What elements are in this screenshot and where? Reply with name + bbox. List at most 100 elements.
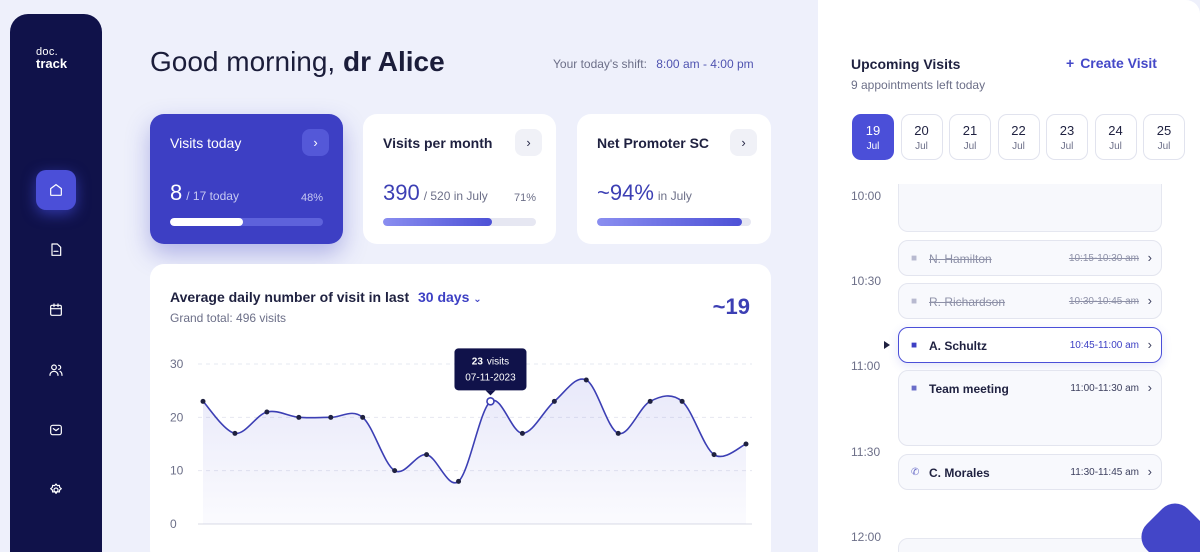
appointment-item[interactable]: ■ Team meeting 11:00-11:30 am ›	[898, 370, 1162, 446]
stat-sub: / 520 in July	[423, 189, 488, 203]
data-point	[519, 430, 525, 436]
data-point	[328, 414, 334, 420]
create-visit-label: Create Visit	[1080, 55, 1157, 71]
progress-fill	[597, 218, 742, 226]
floating-action-button[interactable]	[1133, 495, 1200, 552]
appointment-name: R. Richardson	[929, 295, 1006, 309]
progress-bar	[383, 218, 536, 226]
data-point	[647, 398, 653, 404]
stat-title: Visits per month	[383, 135, 493, 151]
date-month: Jul	[1157, 141, 1171, 152]
stat-value-row: 8/ 17 today	[170, 180, 239, 206]
chevron-right-icon: ›	[1147, 464, 1152, 479]
calendar-icon	[50, 303, 62, 316]
highlighted-data-point	[486, 397, 495, 406]
date-day: 22	[1011, 123, 1026, 138]
time-label: 10:00	[851, 189, 882, 203]
greeting-text: Good morning,	[150, 46, 336, 77]
date-chip[interactable]: 24 Jul	[1094, 114, 1137, 160]
stat-sub: in July	[657, 189, 692, 203]
line-chart: 0 10 20 30 23 visits 07-11-2023	[170, 348, 752, 531]
sidebar-item-documents[interactable]	[36, 230, 76, 270]
stat-card-nps[interactable]: Net Promoter SC › ~94% in July	[577, 114, 771, 244]
panel-subtitle: 9 appointments left today	[851, 78, 986, 92]
panel-title: Upcoming Visits	[851, 56, 961, 72]
data-point	[583, 377, 589, 383]
appointment-item[interactable]: ✆ C. Morales 11:30-11:45 am ›	[898, 454, 1162, 490]
y-tick-label: 20	[170, 410, 184, 424]
date-month: Jul	[1060, 141, 1074, 152]
stat-sub: / 17 today	[186, 189, 239, 203]
sidebar: doc. track	[10, 14, 102, 552]
date-day: 25	[1156, 123, 1172, 138]
home-icon	[50, 184, 62, 196]
page-title: Good morning, dr Alice	[150, 46, 445, 78]
sidebar-item-home[interactable]	[36, 170, 76, 210]
stat-title: Net Promoter SC	[597, 135, 710, 151]
date-chip[interactable]: 23 Jul	[1046, 114, 1088, 160]
sidebar-item-calendar[interactable]	[36, 290, 76, 330]
appointment-name: C. Morales	[929, 466, 990, 480]
date-month: Jul	[866, 141, 880, 152]
sidebar-item-patients[interactable]	[36, 350, 76, 390]
data-point	[424, 452, 430, 458]
doctor-name: dr Alice	[343, 46, 445, 77]
empty-slot[interactable]	[898, 538, 1162, 552]
tooltip-value: 23 visits	[472, 356, 509, 367]
data-point	[232, 430, 238, 436]
stat-value: ~94%	[597, 180, 654, 205]
y-tick-label: 10	[170, 464, 184, 478]
upcoming-visits-panel: Upcoming Visits 9 appointments left toda…	[818, 0, 1200, 552]
tooltip-pointer	[485, 390, 496, 396]
y-tick-label: 30	[170, 357, 184, 371]
data-point	[392, 468, 398, 474]
chevron-right-icon: ›	[1147, 293, 1152, 308]
document-icon	[51, 243, 62, 256]
appointment-time: 11:00-11:30 am	[1070, 383, 1139, 394]
chevron-right-icon[interactable]: ›	[515, 129, 542, 156]
date-day: 21	[962, 123, 978, 138]
date-chip[interactable]: 25 Jul	[1143, 114, 1185, 160]
app-logo[interactable]: doc. track	[36, 46, 67, 70]
stat-value: 390	[383, 180, 420, 205]
logo-text-line1: doc.	[36, 46, 58, 58]
stat-card-visits-today[interactable]: Visits today › 8/ 17 today 48%	[150, 114, 343, 244]
time-label: 10:30	[851, 274, 882, 288]
tooltip-date: 07-11-2023	[465, 372, 516, 383]
sidebar-item-settings[interactable]	[36, 470, 76, 510]
data-point	[360, 414, 366, 420]
video-camera-icon: ■	[911, 253, 918, 264]
plus-icon: +	[1066, 55, 1075, 71]
stat-card-visits-month[interactable]: Visits per month › 390/ 520 in July 71%	[363, 114, 556, 244]
sidebar-item-messages[interactable]	[36, 410, 76, 450]
date-chip[interactable]: 21 Jul	[949, 114, 991, 160]
data-point	[456, 478, 462, 484]
date-chip[interactable]: 19 Jul	[852, 114, 894, 160]
data-point	[264, 409, 270, 415]
data-point	[296, 414, 302, 420]
chart-tooltip	[454, 348, 527, 391]
data-point	[551, 398, 557, 404]
chevron-right-icon[interactable]: ›	[730, 129, 757, 156]
shift-label: Your today's shift:	[553, 57, 647, 71]
date-day: 24	[1108, 123, 1123, 138]
appointment-item[interactable]: ■ R. Richardson 10:30-10:45 am ›	[898, 283, 1162, 319]
date-picker: 19 Jul 20 Jul 21 Jul 22 Jul 23 Jul 24 Jul 25 Jul	[852, 114, 1200, 162]
appointment-name: A. Schultz	[929, 339, 988, 353]
stat-percent: 48%	[300, 192, 323, 204]
date-chip[interactable]: 20 Jul	[900, 114, 943, 160]
date-day: 19	[865, 123, 881, 138]
appointment-time: 11:30-11:45 am	[1070, 467, 1139, 478]
date-month: Jul	[1109, 141, 1122, 152]
date-chip[interactable]: 22 Jul	[997, 114, 1040, 160]
chevron-right-icon[interactable]: ›	[302, 129, 329, 156]
appointment-item[interactable]: ■ N. Hamilton 10:15-10:30 am ›	[898, 240, 1162, 276]
empty-slot[interactable]	[898, 184, 1162, 232]
stat-value: 8	[170, 180, 183, 205]
data-point	[743, 441, 749, 447]
progress-bar	[170, 218, 323, 226]
create-visit-button[interactable]: + Create Visit	[1066, 55, 1157, 71]
appointment-item[interactable]: ■ A. Schultz 10:45-11:00 am ›	[898, 327, 1162, 363]
range-dropdown[interactable]: 30 days ⌄	[418, 289, 482, 305]
video-camera-icon: ■	[911, 340, 918, 351]
